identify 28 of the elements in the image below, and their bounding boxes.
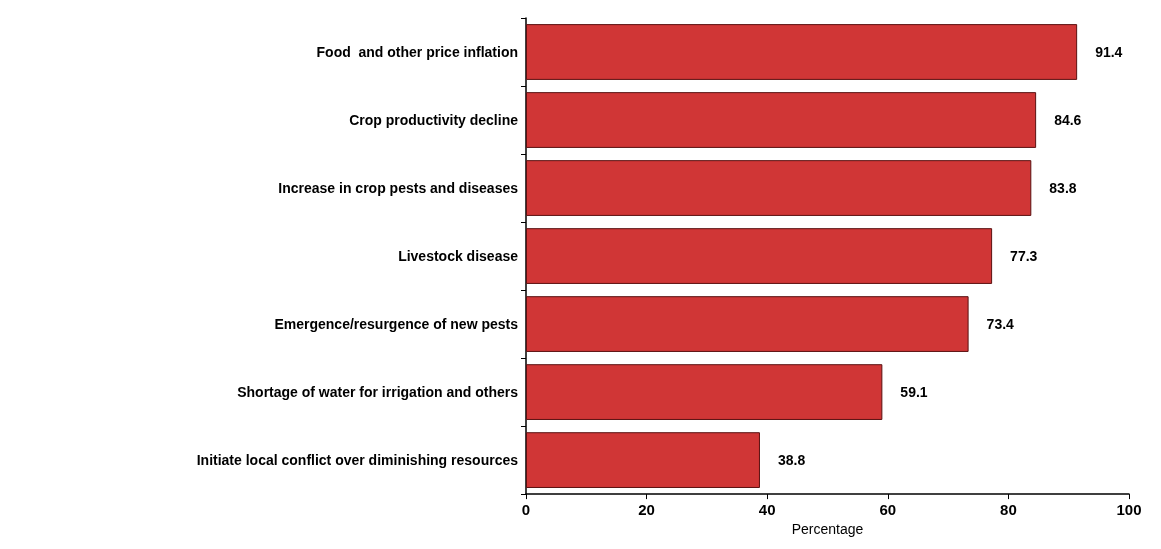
y-tick-label: Initiate local conflict over diminishing resources bbox=[196, 452, 519, 469]
bar bbox=[526, 432, 760, 488]
bar bbox=[526, 24, 1078, 80]
y-tick-label: Emergence/resurgence of new pests bbox=[274, 316, 519, 333]
y-tick-label: Increase in crop pests and diseases bbox=[278, 180, 519, 197]
y-tick-label: Shortage of water for irrigation and others bbox=[237, 384, 519, 401]
x-tick-label: 100 bbox=[1116, 501, 1142, 519]
y-tick-label: Livestock disease bbox=[398, 248, 519, 265]
data-label: 83.8 bbox=[1049, 180, 1077, 197]
x-tick-label: 60 bbox=[879, 501, 897, 519]
bar bbox=[526, 296, 969, 352]
bar bbox=[526, 364, 883, 420]
x-tick-label: 40 bbox=[758, 501, 776, 519]
x-axis-title: Percentage bbox=[791, 521, 864, 537]
y-tick-label: Food and other price inflation bbox=[316, 44, 518, 61]
y-tick-label: Crop productivity decline bbox=[349, 112, 519, 129]
data-label: 91.4 bbox=[1095, 44, 1123, 61]
x-tick-label: 80 bbox=[1000, 501, 1017, 519]
bar bbox=[526, 160, 1032, 216]
data-label: 84.6 bbox=[1054, 112, 1082, 129]
bar bbox=[526, 228, 993, 284]
data-label: 73.4 bbox=[986, 316, 1015, 333]
data-label: 38.8 bbox=[777, 452, 806, 469]
x-tick-label: 0 bbox=[521, 501, 531, 519]
data-label: 59.1 bbox=[900, 384, 928, 401]
data-label: 77.3 bbox=[1010, 248, 1038, 265]
x-tick-label: 20 bbox=[638, 501, 655, 519]
bar bbox=[526, 92, 1037, 148]
